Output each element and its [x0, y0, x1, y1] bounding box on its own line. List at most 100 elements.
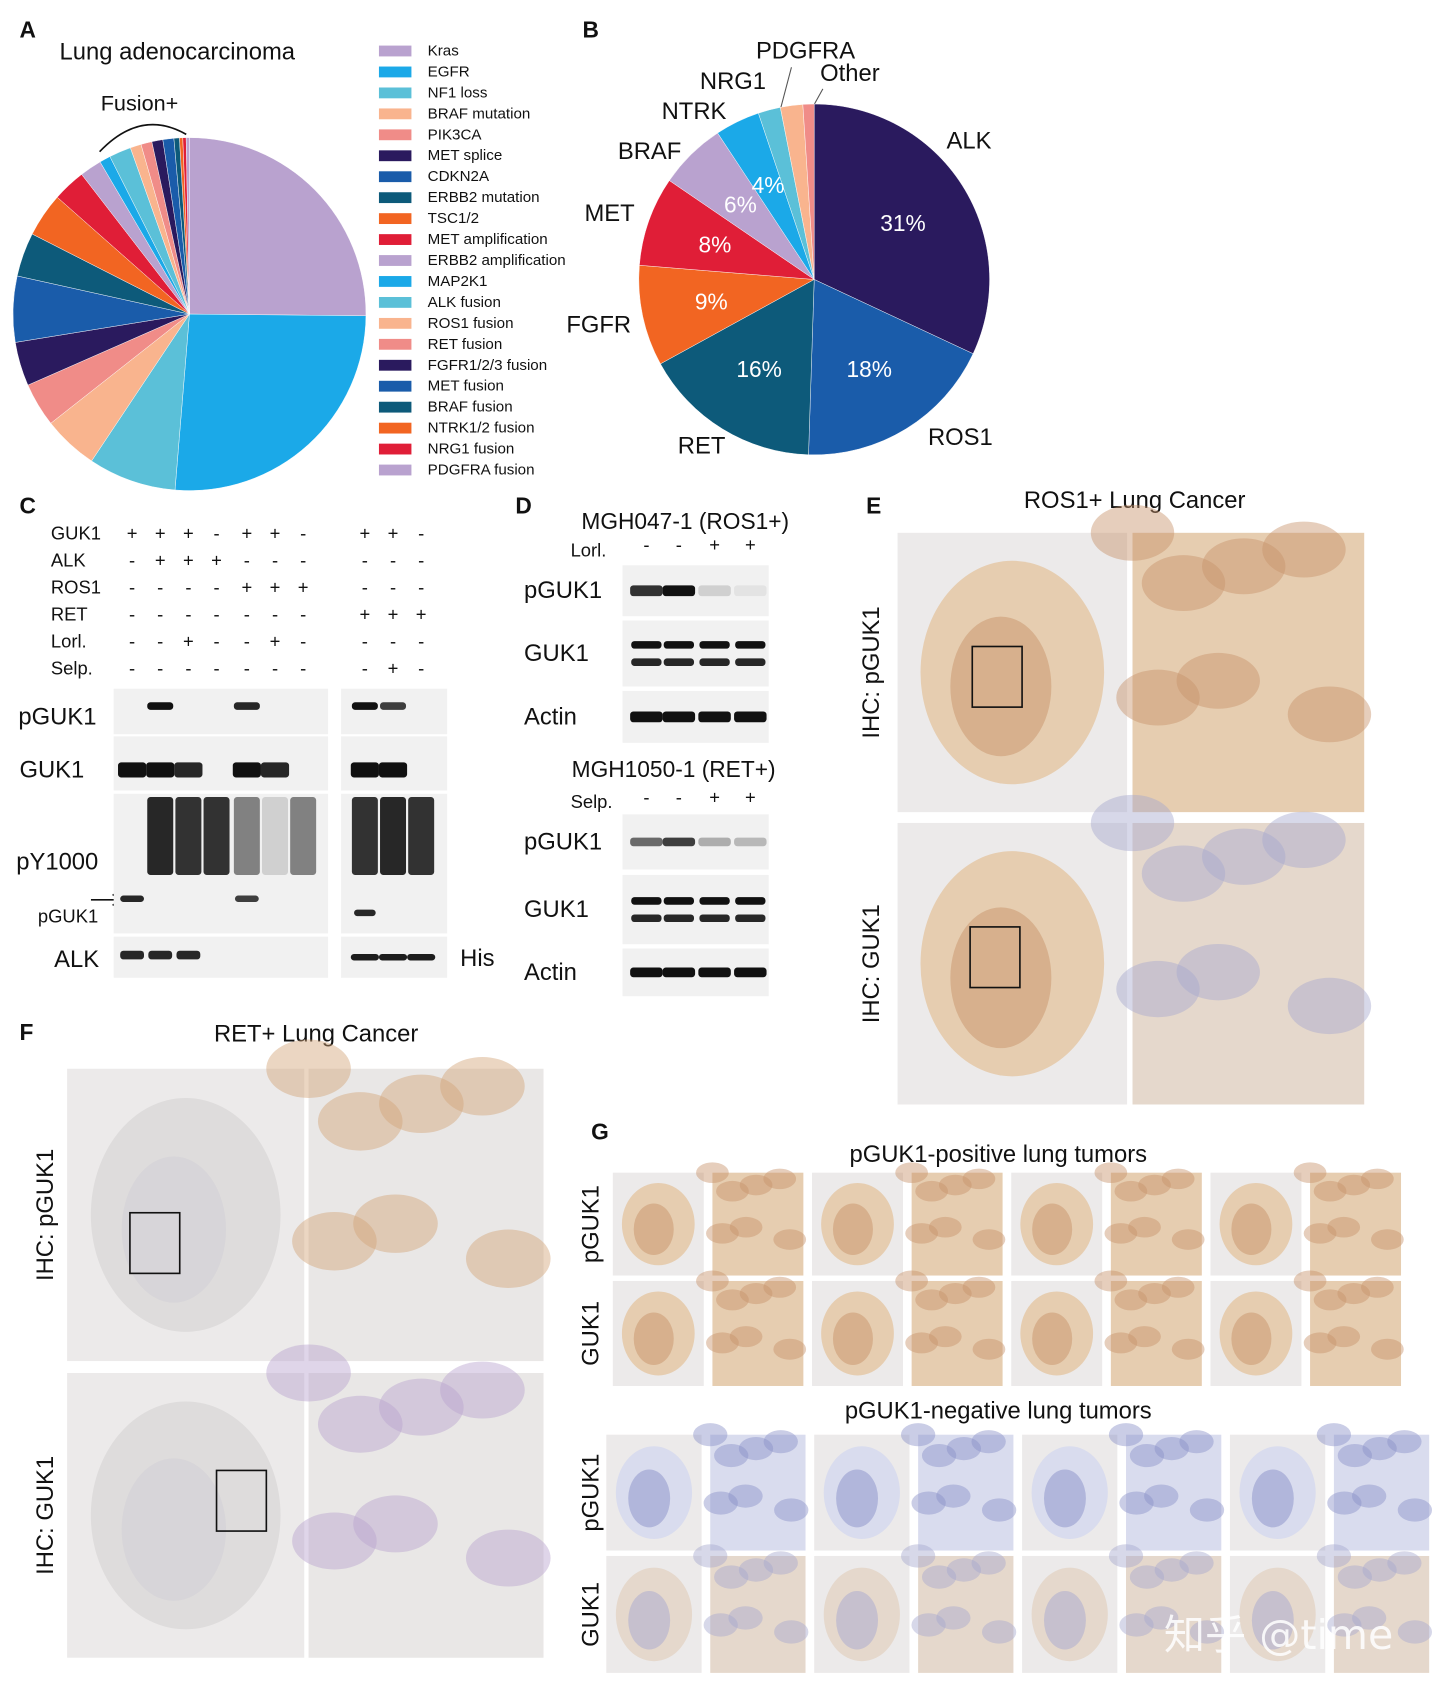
- ihc-texture: [1337, 1443, 1373, 1468]
- ihc-texture: [739, 1174, 773, 1196]
- legend-swatch: [378, 234, 412, 245]
- ihc-image: [1110, 1280, 1202, 1386]
- category-label: FGFR: [566, 311, 631, 338]
- ihc-texture: [1387, 1430, 1422, 1454]
- ihc-texture: [1154, 1558, 1189, 1582]
- experiment-title: MGH1050-1 (RET+): [572, 756, 776, 782]
- condition-sign: -: [362, 631, 368, 652]
- panel-letter: C: [19, 493, 35, 519]
- legend-label: ERBB2 mutation: [428, 189, 540, 206]
- treatment-sign: +: [709, 534, 720, 555]
- blot: [622, 874, 769, 945]
- ihc-texture: [1293, 1162, 1327, 1183]
- condition-sign: +: [270, 522, 281, 543]
- blot-band: [699, 897, 730, 905]
- ihc-tissue: [1231, 1203, 1272, 1255]
- ihc-texture: [379, 1074, 464, 1134]
- blot-band: [407, 953, 436, 961]
- blot-band: [630, 585, 663, 597]
- blot-band: [262, 796, 288, 875]
- ihc-image: [710, 1555, 806, 1673]
- ihc-texture: [1176, 944, 1260, 1001]
- ihc-image: [710, 1434, 806, 1551]
- pie-slice: [185, 137, 190, 315]
- panel-letter: F: [19, 1019, 33, 1045]
- ihc-texture: [729, 1326, 763, 1348]
- blot-band: [734, 837, 767, 847]
- condition-sign: -: [185, 576, 191, 597]
- condition-sign: -: [157, 631, 163, 652]
- ihc-texture: [1176, 652, 1260, 709]
- blot-label: Actin: [524, 703, 577, 730]
- condition-sign: -: [244, 631, 250, 652]
- inset-box: [971, 645, 1023, 708]
- blot-band: [120, 895, 144, 903]
- watermark: 知乎 @time: [1164, 1611, 1393, 1659]
- ihc-texture: [905, 1332, 939, 1354]
- ihc-texture: [1144, 1606, 1179, 1630]
- condition-sign: -: [418, 576, 424, 597]
- ihc-texture: [693, 1423, 728, 1447]
- ihc-texture: [915, 1289, 949, 1311]
- condition-sign: +: [388, 658, 399, 679]
- inset-box: [129, 1211, 181, 1275]
- blot-label: GUK1: [524, 896, 589, 923]
- condition-sign: +: [241, 576, 252, 597]
- ihc-tissue: [950, 616, 1052, 757]
- condition-sign: -: [157, 576, 163, 597]
- blot-band: [663, 914, 695, 923]
- category-label: ROS1: [928, 424, 993, 451]
- pie-slice: [813, 103, 990, 355]
- blot-band: [734, 967, 767, 978]
- panel-title: ROS1+ Lung Cancer: [1024, 487, 1246, 514]
- blot-band: [699, 658, 730, 666]
- ihc-texture: [900, 1423, 936, 1447]
- condition-sign: +: [155, 522, 166, 543]
- ihc-texture: [915, 1180, 949, 1202]
- ihc-texture: [936, 1606, 971, 1630]
- ihc-texture: [1189, 1498, 1225, 1522]
- blot-band: [734, 711, 767, 723]
- legend-swatch: [378, 108, 412, 120]
- condition-sign: -: [244, 604, 250, 625]
- ihc-image: [1333, 1434, 1430, 1551]
- condition-sign: -: [390, 631, 396, 652]
- condition-sign: -: [213, 604, 219, 625]
- ihc-texture: [895, 1270, 929, 1292]
- legend-label: PDGFRA fusion: [428, 462, 535, 479]
- condition-sign: -: [244, 549, 250, 570]
- ihc-texture: [1138, 1174, 1171, 1196]
- blot-band: [662, 711, 696, 723]
- ihc-tissue: [1231, 1312, 1272, 1365]
- blot-band: [260, 762, 290, 778]
- ihc-image: [1310, 1172, 1402, 1276]
- ihc-texture: [895, 1162, 929, 1183]
- row-label: pGUK1: [578, 1454, 605, 1532]
- ihc-texture: [1303, 1332, 1337, 1354]
- ihc-texture: [1116, 669, 1200, 726]
- blot-band: [350, 953, 379, 961]
- legend-swatch: [378, 464, 412, 476]
- ihc-texture: [1114, 1180, 1148, 1202]
- pie-slice: [639, 180, 815, 280]
- blot-band: [176, 950, 201, 960]
- ihc-texture: [1104, 1332, 1138, 1354]
- panel-letter: D: [515, 493, 531, 519]
- blot-label: GUK1: [524, 640, 589, 667]
- ihc-texture: [1397, 1620, 1433, 1644]
- row-label: IHC: pGUK1: [858, 606, 885, 738]
- ihc-texture: [1316, 1544, 1352, 1568]
- condition-label: RET: [51, 604, 88, 625]
- ihc-tissue: [1043, 1591, 1086, 1650]
- blot-band: [147, 796, 174, 875]
- ihc-texture: [1161, 1168, 1195, 1190]
- legend-label: MAP2K1: [428, 273, 488, 290]
- condition-sign: -: [418, 658, 424, 679]
- blot-band: [148, 950, 173, 960]
- ihc-texture: [1189, 1620, 1225, 1644]
- condition-sign: -: [213, 522, 219, 543]
- ihc-image: [1126, 1555, 1222, 1673]
- blot-band: [378, 762, 408, 778]
- row-label: IHC: pGUK1: [32, 1149, 59, 1281]
